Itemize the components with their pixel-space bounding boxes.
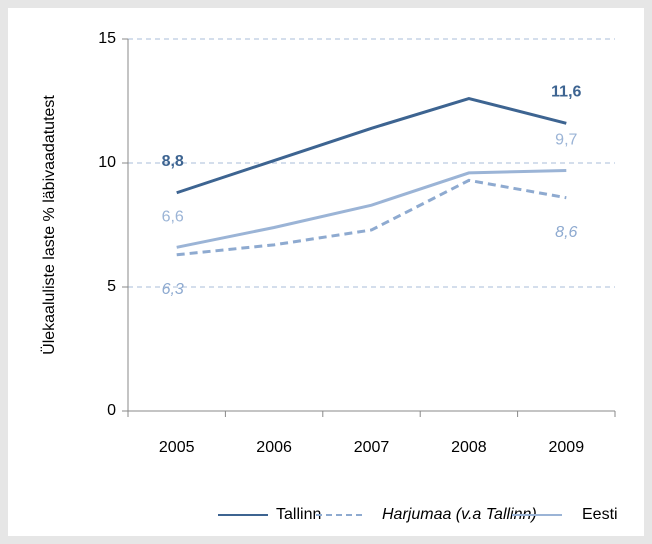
y-tick-label: 5	[107, 278, 116, 295]
x-tick-label: 2009	[549, 439, 585, 456]
series-line	[176, 168, 567, 249]
data-label: 8,8	[162, 153, 184, 170]
data-label: 6,6	[162, 209, 184, 226]
data-label: 11,6	[551, 84, 581, 101]
legend-label: Eesti	[582, 506, 618, 523]
y-tick-label: 0	[107, 402, 116, 419]
x-tick-label: 2007	[354, 439, 390, 456]
data-label: 6,3	[162, 281, 184, 298]
data-label: 9,7	[555, 132, 577, 149]
data-label: 8,6	[555, 224, 577, 241]
x-tick-label: 2005	[159, 439, 195, 456]
series-line	[176, 96, 567, 195]
legend-label: Tallinn	[276, 506, 321, 523]
x-tick-label: 2008	[451, 439, 487, 456]
x-tick-label: 2006	[256, 439, 292, 456]
y-tick-label: 15	[98, 30, 116, 47]
y-axis-label: Ülekaaluliste laste % läbivaadatutest	[40, 95, 58, 355]
chart-area	[8, 8, 644, 536]
series-line	[176, 178, 567, 257]
legend-label: Harjumaa (v.a Tallinn)	[382, 506, 537, 523]
y-tick-label: 10	[98, 154, 116, 171]
